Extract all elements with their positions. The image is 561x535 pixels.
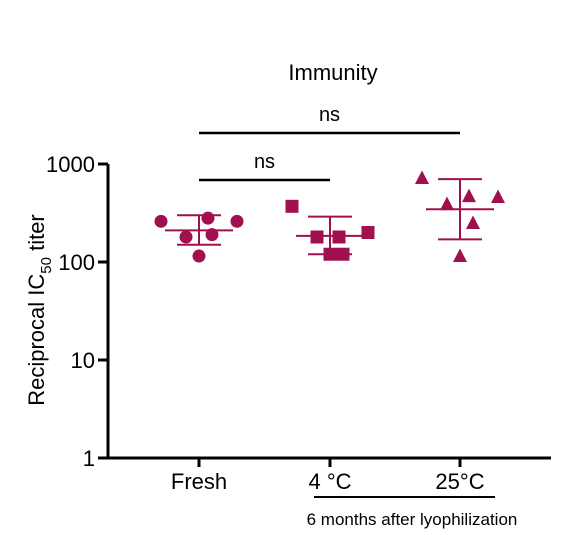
y-tick-label: 1: [83, 446, 95, 471]
chart-title: Immunity: [288, 60, 377, 85]
significance-label: ns: [319, 104, 340, 126]
data-point-square: [285, 199, 299, 213]
data-point-triangle: [440, 196, 454, 211]
y-tick-label: 1000: [46, 152, 95, 177]
y-axis-label-subscript: 50: [38, 257, 55, 274]
data-point-triangle: [415, 170, 429, 184]
data-point-circle: [154, 214, 168, 228]
data-point-triangle: [466, 215, 480, 230]
y-tick-label: 10: [71, 348, 95, 373]
group-label: 6 months after lyophilization: [307, 510, 518, 529]
data-point-square: [361, 225, 375, 239]
x-tick-label: 25°C: [435, 469, 484, 494]
y-tick-label: 100: [58, 250, 95, 275]
data-point-circle: [205, 228, 219, 242]
y-axis-label: Reciprocal IC50 titer: [24, 214, 55, 406]
data-point-triangle: [462, 188, 476, 203]
data-point-square: [332, 230, 346, 244]
x-tick-label: Fresh: [171, 469, 227, 494]
y-axis-label-tail: titer: [24, 214, 49, 257]
x-tick-label: 4 °C: [308, 469, 351, 494]
data-point-triangle: [453, 248, 467, 263]
data-point-circle: [230, 214, 244, 228]
data-point-circle: [179, 230, 193, 244]
data-point-circle: [201, 211, 215, 225]
group-triangle-points: [415, 170, 505, 263]
y-axis-label-main: Reciprocal IC: [24, 274, 49, 406]
data-point-square: [310, 230, 324, 244]
data-point-circle: [192, 249, 206, 263]
significance-label: ns: [254, 151, 275, 173]
data-point-triangle: [491, 189, 505, 204]
group-circle-points: [154, 211, 244, 263]
group-square-points: [285, 199, 375, 261]
